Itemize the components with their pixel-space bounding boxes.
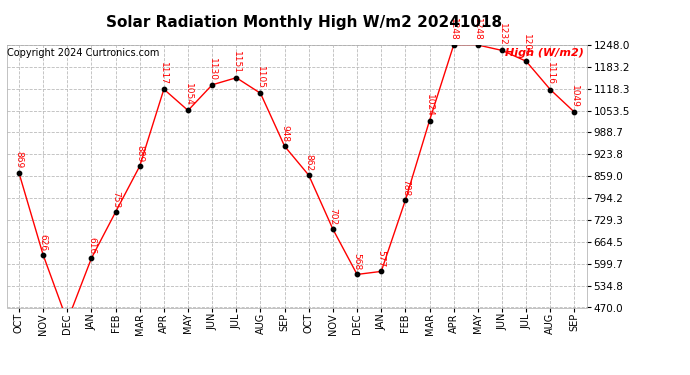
Text: 1151: 1151 [232,51,241,74]
Text: 1200: 1200 [522,34,531,57]
Text: 948: 948 [280,125,289,142]
Text: 1105: 1105 [256,66,265,89]
Point [158,86,169,92]
Point [520,58,531,64]
Point [351,272,363,278]
Point [448,42,460,48]
Text: High (W/m2): High (W/m2) [504,48,584,58]
Point [569,109,580,115]
Text: 1117: 1117 [159,62,168,85]
Text: 568: 568 [353,253,362,270]
Text: 1049: 1049 [570,85,579,108]
Point [134,163,145,169]
Text: 577: 577 [377,250,386,267]
Point [328,226,339,232]
Point [497,47,508,53]
Text: 862: 862 [304,154,313,171]
Text: 889: 889 [135,145,144,162]
Text: 1248: 1248 [473,18,482,41]
Point [279,143,290,149]
Text: 1054: 1054 [184,83,193,106]
Point [545,87,556,93]
Text: 788: 788 [401,179,410,196]
Point [62,318,73,324]
Point [86,255,97,261]
Text: 1232: 1232 [497,24,506,46]
Text: 626: 626 [39,234,48,251]
Text: 702: 702 [328,208,337,225]
Point [424,118,435,124]
Text: 1116: 1116 [546,62,555,86]
Point [110,209,121,215]
Point [400,197,411,203]
Point [303,172,314,178]
Text: Copyright 2024 Curtronics.com: Copyright 2024 Curtronics.com [8,48,160,58]
Text: 430: 430 [0,374,1,375]
Point [14,170,25,176]
Text: 1024: 1024 [425,94,434,116]
Text: 616: 616 [87,237,96,254]
Point [230,75,241,81]
Point [255,90,266,96]
Text: 753: 753 [111,190,120,208]
Text: Solar Radiation Monthly High W/m2 20241018: Solar Radiation Monthly High W/m2 202410… [106,15,502,30]
Text: 1248: 1248 [449,18,458,41]
Point [37,252,48,258]
Text: 869: 869 [14,152,23,169]
Text: 1130: 1130 [208,58,217,81]
Point [207,82,218,88]
Point [375,268,386,274]
Point [472,42,483,48]
Point [182,108,193,114]
